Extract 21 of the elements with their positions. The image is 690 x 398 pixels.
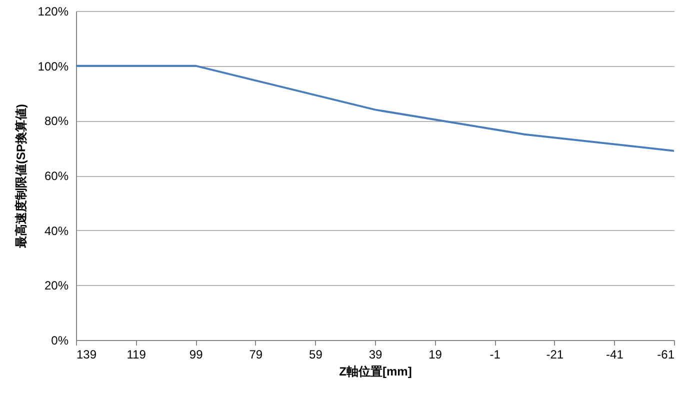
- y-tick-label: 60%: [44, 169, 69, 183]
- y-tick-label: 0%: [51, 334, 69, 348]
- x-tick-label: -41: [606, 348, 624, 362]
- line-series: [75, 64, 675, 152]
- x-tick-label: 139: [76, 348, 97, 362]
- y-tick-label: 80%: [44, 114, 69, 128]
- x-tick-label: 39: [368, 348, 382, 362]
- x-axis-title: Z軸位置[mm]: [339, 364, 412, 378]
- x-tick-label: 119: [126, 348, 146, 362]
- x-tick-label: 59: [309, 348, 323, 362]
- x-tick-label: -1: [490, 348, 501, 362]
- y-tick-label: 20%: [44, 278, 69, 293]
- x-tick-label: -61: [657, 348, 675, 362]
- y-tick-label: 120%: [38, 4, 69, 18]
- x-tick-label: -21: [546, 348, 564, 362]
- x-tick-label: 19: [428, 348, 442, 362]
- x-tick-label: 79: [249, 348, 263, 362]
- y-tick-label: 100%: [38, 59, 69, 74]
- y-axis-title: 最高速度制限値(SP換算値): [14, 104, 28, 249]
- y-tick-label: 40%: [44, 224, 69, 238]
- x-tick-label: 99: [189, 348, 204, 362]
